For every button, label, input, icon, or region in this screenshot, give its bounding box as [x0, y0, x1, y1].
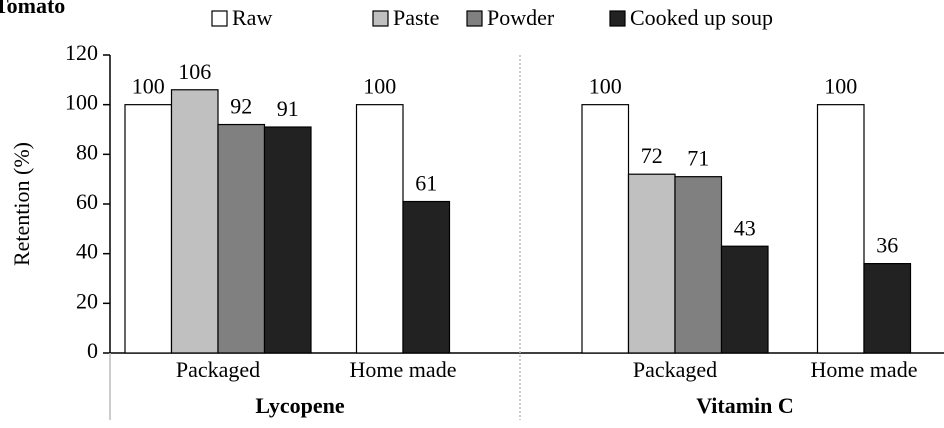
- bar: [355, 104, 404, 354]
- value-label: 36: [876, 233, 898, 258]
- value-label: 100: [589, 74, 622, 99]
- bar: [217, 123, 266, 354]
- y-tick-label: 60: [76, 189, 98, 214]
- value-label: 72: [641, 143, 663, 168]
- legend-swatch: [609, 10, 626, 27]
- legend-swatch: [211, 10, 228, 27]
- y-tick-label: 20: [76, 288, 98, 313]
- value-label: 43: [734, 215, 756, 240]
- group-label: Lycopene: [255, 393, 344, 418]
- bar: [674, 176, 723, 354]
- legend-label: Cooked up soup: [630, 5, 773, 30]
- bar: [863, 263, 912, 354]
- value-label: 100: [824, 74, 857, 99]
- x-tick-label: Packaged: [633, 357, 717, 382]
- bar: [816, 104, 865, 354]
- group-label: Vitamin C: [696, 393, 794, 418]
- chart-title: Tomato: [0, 0, 65, 18]
- value-label: 61: [415, 171, 437, 196]
- legend-swatch: [372, 10, 389, 27]
- y-tick-label: 40: [76, 239, 98, 264]
- bar: [170, 89, 219, 354]
- y-tick-label: 80: [76, 139, 98, 164]
- legend-label: Paste: [393, 5, 439, 30]
- x-tick-label: Packaged: [176, 357, 260, 382]
- value-label: 92: [230, 94, 252, 119]
- y-tick-label: 0: [87, 338, 98, 363]
- y-tick-label: 100: [65, 90, 98, 115]
- bar: [124, 104, 173, 354]
- value-label: 91: [277, 96, 299, 121]
- value-label: 71: [687, 146, 709, 171]
- legend-label: Powder: [487, 5, 555, 30]
- x-tick-label: Home made: [811, 357, 918, 382]
- value-label: 100: [363, 74, 396, 99]
- bar: [263, 126, 312, 354]
- bar: [720, 245, 769, 354]
- bar: [581, 104, 630, 354]
- value-label: 106: [178, 59, 211, 84]
- legend-label: Raw: [232, 5, 272, 30]
- bar: [627, 173, 676, 354]
- x-tick-label: Home made: [350, 357, 457, 382]
- y-axis-label: Retention (%): [9, 142, 34, 266]
- value-label: 100: [132, 74, 165, 99]
- bar: [402, 200, 451, 354]
- y-tick-label: 120: [65, 40, 98, 65]
- legend-swatch: [466, 10, 483, 27]
